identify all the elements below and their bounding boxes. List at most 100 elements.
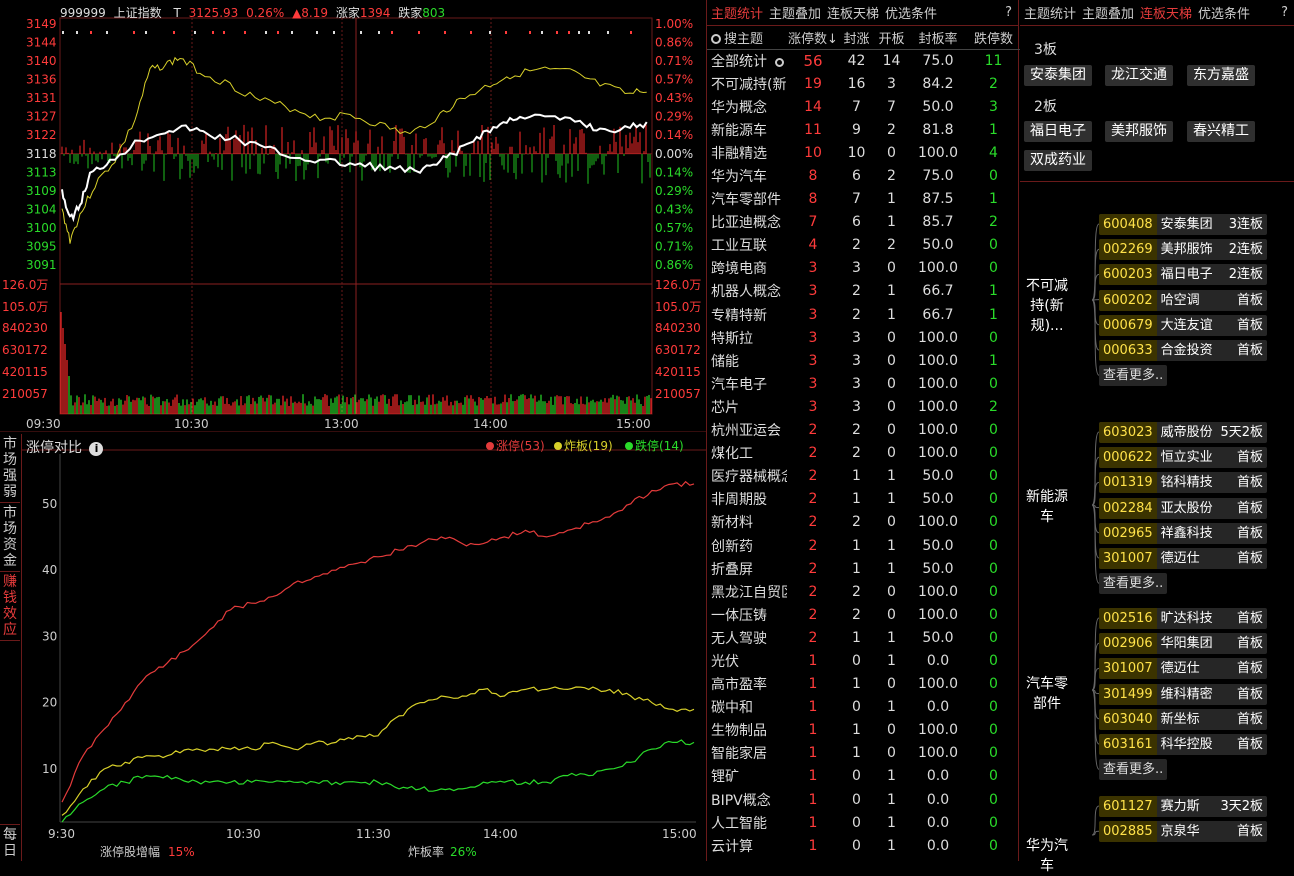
view-more-button[interactable]: 查看更多.. [1099, 573, 1167, 594]
price-tick-label: 3118 [26, 147, 57, 161]
theme-cell: 1 [874, 534, 909, 557]
stock-streak-tag: 3天2板 [1220, 796, 1263, 817]
theme-cell: 0.0 [909, 811, 967, 834]
theme-name: 锂矿 [707, 765, 787, 788]
stock-code: 002965 [1099, 523, 1157, 544]
level2-stock-chip[interactable]: 美邦服饰 [1105, 121, 1173, 142]
theme-tab-2[interactable]: 主题叠加 [769, 3, 821, 22]
column-header-3[interactable]: 开板 [874, 26, 909, 49]
theme-cell: 1 [967, 349, 1020, 372]
ladder-group-label[interactable]: 华为汽车 [1024, 836, 1070, 876]
theme-tab-3[interactable]: 连板天梯 [827, 3, 879, 22]
ladder-group-label[interactable]: 汽车零部件 [1024, 674, 1070, 714]
column-header-5[interactable]: 跌停数 [967, 26, 1020, 49]
search-theme-header[interactable]: 搜主题 [707, 26, 787, 49]
theme-cell: 100.0 [909, 141, 967, 164]
column-header-2[interactable]: 封涨 [839, 26, 874, 49]
search-icon[interactable] [711, 34, 721, 44]
theme-cell: 1 [787, 673, 839, 696]
level3-stock-chip[interactable]: 东方嘉盛 [1187, 65, 1255, 86]
stock-code: 002284 [1099, 498, 1157, 519]
ladder-group-label[interactable]: 新能源车 [1024, 487, 1070, 527]
theme-cell: 4 [967, 141, 1020, 164]
level3-stock-chip[interactable]: 龙江交通 [1105, 65, 1173, 86]
stock-name: 科华控股 [1161, 737, 1213, 752]
level3-stock-chip[interactable]: 安泰集团 [1024, 65, 1092, 86]
level2-stock-chip[interactable]: 福日电子 [1024, 121, 1092, 142]
info-icon[interactable]: i [89, 442, 103, 456]
level2-stock-chip[interactable]: 双成药业 [1024, 150, 1092, 171]
theme-cell: 3 [839, 349, 874, 372]
stock-name: 新坐标 [1161, 712, 1200, 727]
theme-tab-4[interactable]: 优选条件 [885, 3, 937, 22]
view-more-button[interactable]: 查看更多.. [1099, 365, 1167, 386]
volume-tick-label: 840230 [655, 321, 701, 335]
theme-tab-1[interactable]: 主题统计 [711, 3, 763, 22]
column-header-1[interactable]: 涨停数↓ [787, 26, 839, 49]
help-icon[interactable]: ? [1005, 5, 1012, 20]
view-more-button[interactable]: 查看更多.. [1099, 759, 1167, 780]
theme-cell: 0 [967, 465, 1020, 488]
column-header-4[interactable]: 封板率 [909, 26, 967, 49]
ladder-group-label[interactable]: 不可减持(新规)... [1024, 276, 1070, 336]
level2-stock-chip[interactable]: 春兴精工 [1187, 121, 1255, 142]
